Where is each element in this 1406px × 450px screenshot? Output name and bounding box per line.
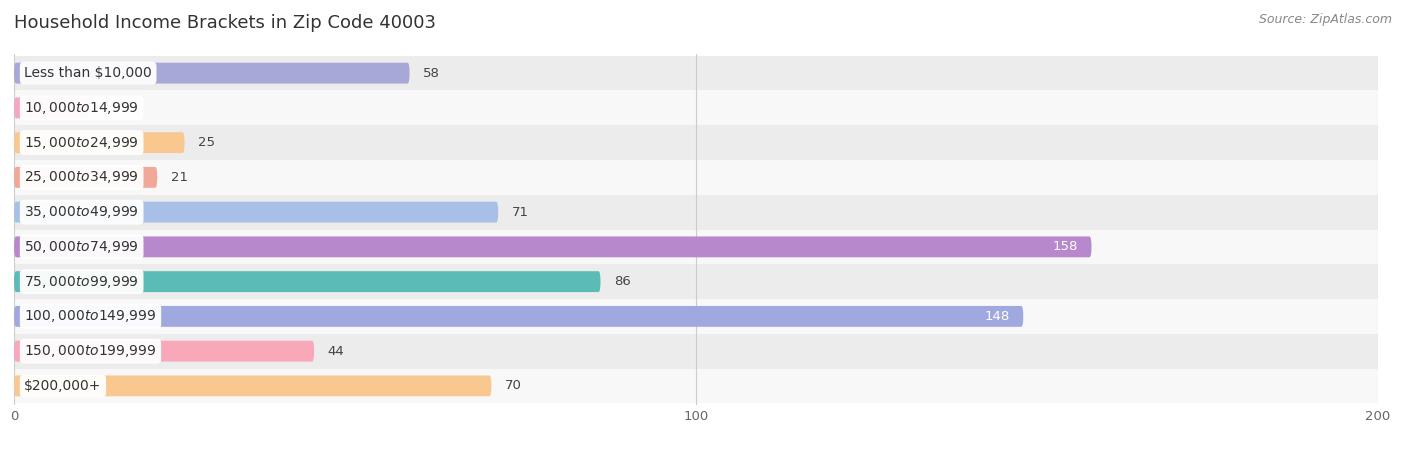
Text: $25,000 to $34,999: $25,000 to $34,999	[24, 169, 139, 185]
Text: Less than $10,000: Less than $10,000	[24, 66, 152, 80]
Bar	[0, 125, 1406, 160]
Text: $10,000 to $14,999: $10,000 to $14,999	[24, 100, 139, 116]
Bar	[0, 264, 1406, 299]
Bar	[0, 160, 1406, 195]
FancyBboxPatch shape	[14, 63, 409, 84]
Bar	[0, 230, 1406, 264]
Text: 44: 44	[328, 345, 344, 358]
Text: $35,000 to $49,999: $35,000 to $49,999	[24, 204, 139, 220]
Text: 21: 21	[172, 171, 188, 184]
Bar	[0, 195, 1406, 230]
Text: $15,000 to $24,999: $15,000 to $24,999	[24, 135, 139, 151]
Text: Household Income Brackets in Zip Code 40003: Household Income Brackets in Zip Code 40…	[14, 14, 436, 32]
Bar	[0, 90, 1406, 125]
Bar	[0, 299, 1406, 334]
FancyBboxPatch shape	[14, 236, 1091, 257]
Text: 58: 58	[423, 67, 440, 80]
FancyBboxPatch shape	[14, 98, 89, 118]
Text: 70: 70	[505, 379, 522, 392]
FancyBboxPatch shape	[14, 132, 184, 153]
Bar	[0, 334, 1406, 369]
Text: 158: 158	[1053, 240, 1078, 253]
Text: 11: 11	[103, 101, 120, 114]
FancyBboxPatch shape	[14, 271, 600, 292]
Text: $75,000 to $99,999: $75,000 to $99,999	[24, 274, 139, 290]
FancyBboxPatch shape	[14, 167, 157, 188]
Bar	[0, 369, 1406, 403]
Text: 71: 71	[512, 206, 529, 219]
Text: 86: 86	[614, 275, 631, 288]
Text: $100,000 to $149,999: $100,000 to $149,999	[24, 308, 156, 324]
Text: $50,000 to $74,999: $50,000 to $74,999	[24, 239, 139, 255]
FancyBboxPatch shape	[14, 202, 498, 223]
Text: 148: 148	[984, 310, 1010, 323]
Text: Source: ZipAtlas.com: Source: ZipAtlas.com	[1258, 14, 1392, 27]
FancyBboxPatch shape	[14, 341, 314, 361]
FancyBboxPatch shape	[14, 375, 492, 396]
Text: 25: 25	[198, 136, 215, 149]
Text: $200,000+: $200,000+	[24, 379, 101, 393]
FancyBboxPatch shape	[14, 306, 1024, 327]
Bar	[0, 56, 1406, 90]
Text: $150,000 to $199,999: $150,000 to $199,999	[24, 343, 156, 359]
